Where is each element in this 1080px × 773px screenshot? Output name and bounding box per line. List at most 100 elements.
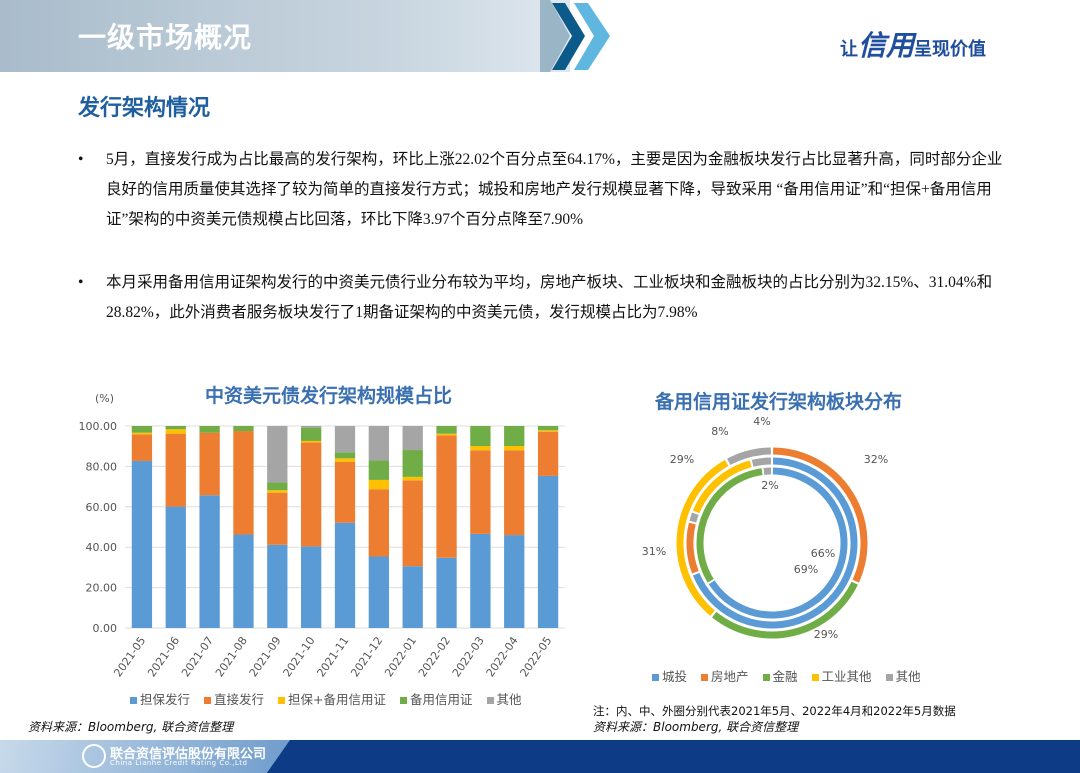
bar-segment <box>301 440 322 443</box>
legend-item: 担保+备用信用证 <box>278 689 386 708</box>
legend-item: 备用信用证 <box>400 689 473 708</box>
y-tick-label: 0.00 <box>93 622 118 635</box>
bar-segment <box>436 426 457 434</box>
bar-segment <box>402 480 423 567</box>
donut-segment <box>773 447 868 583</box>
legend-swatch <box>486 697 494 704</box>
bar-segment <box>199 495 220 628</box>
company-name-en: China Lianhe Credit Rating Co.,Ltd <box>110 759 248 767</box>
legend-swatch <box>811 674 819 681</box>
slogan-pre: 让 <box>840 39 858 60</box>
donut-segment <box>676 459 729 616</box>
company-name-cn: 联合资信评估股份有限公司 <box>110 747 267 762</box>
bar-segment <box>165 429 186 434</box>
bar-segment <box>233 431 254 535</box>
bar-segment <box>470 533 491 628</box>
slogan-post: 呈现价值 <box>914 39 987 60</box>
y-tick-label: 100.00 <box>79 420 118 433</box>
source-right: 资料来源：Bloomberg, 联合资信整理 <box>593 720 799 734</box>
bar-segment <box>436 557 457 628</box>
bar-segment <box>537 475 559 628</box>
legend-label: 工业其他 <box>821 669 872 684</box>
slogan: 让信用呈现价值 <box>840 24 986 64</box>
bar-segment <box>368 460 389 480</box>
bar-segment <box>504 445 525 451</box>
bullet-1: • 5月，直接发行成为占比最高的发行架构，环比上涨22.02个百分点至64.17%… <box>78 145 1008 235</box>
legend-item: 房地产 <box>701 666 749 685</box>
donut-segment <box>686 522 699 574</box>
bar-segment <box>267 492 288 545</box>
legend-label: 其他 <box>496 692 522 707</box>
x-tick-label: 2021-10 <box>281 634 318 679</box>
data-label: 29% <box>814 628 838 641</box>
bar-segment <box>504 535 525 628</box>
x-tick-label: 2022-01 <box>382 634 419 679</box>
bar-segment <box>504 426 525 446</box>
data-label: 66% <box>811 547 835 560</box>
legend-label: 直接发行 <box>214 692 265 707</box>
bar-segment <box>131 434 153 461</box>
bar-segment <box>267 426 288 483</box>
legend-swatch <box>278 697 286 704</box>
legend-swatch <box>652 674 659 681</box>
section-title: 发行架构情况 <box>78 96 211 121</box>
data-label: 8% <box>711 425 728 438</box>
donut-chart: 66% 2% 69% 29% 4% 32% 29% 31% 8% <box>642 415 888 641</box>
bar-segment <box>131 426 153 433</box>
legend-label: 备用信用证 <box>410 692 473 707</box>
data-label: 32% <box>864 453 888 466</box>
data-label: 2% <box>761 479 778 492</box>
bar-segment <box>301 427 322 441</box>
legend-label: 金融 <box>772 669 798 684</box>
bar-segment <box>470 445 491 451</box>
bar-segment <box>402 476 423 481</box>
x-tick-label: 2021-05 <box>111 634 148 679</box>
header-band: 一级市场概况 <box>0 0 570 72</box>
y-tick-label: 40.00 <box>86 541 118 554</box>
bar-segment <box>368 556 389 628</box>
bar-segment <box>301 546 322 628</box>
footer-light <box>0 740 290 773</box>
data-label: 69% <box>794 563 818 576</box>
data-label: 31% <box>642 545 666 558</box>
bullet-text: 5月，直接发行成为占比最高的发行架构，环比上涨22.02个百分点至64.17%，… <box>106 151 1003 228</box>
x-tick-label: 2021-11 <box>314 634 351 679</box>
bullet-text: 本月采用备用信用证架构发行的中资美元债行业分布较为平均，房地产板块、工业板块和金… <box>106 274 993 321</box>
legend-label: 担保+备用信用证 <box>288 692 387 707</box>
bar-segment <box>402 426 423 451</box>
data-label: 29% <box>670 453 694 466</box>
bar-segment <box>504 450 525 536</box>
bar-segment <box>165 506 186 628</box>
bar-segment <box>470 426 491 446</box>
legend-swatch <box>762 674 770 681</box>
donut-segment <box>696 468 763 583</box>
chart-note: 注：内、中、外圈分别代表2021年5月、2022年4月和2022年5月数据 <box>593 704 956 718</box>
source-left: 资料来源：Bloomberg, 联合资信整理 <box>28 720 234 734</box>
bullet-2: • 本月采用备用信用证架构发行的中资美元债行业分布较为平均，房地产板块、工业板块和… <box>78 268 1008 328</box>
x-tick-label: 2021-09 <box>247 634 284 679</box>
bar-segment <box>368 426 389 461</box>
legend-item: 城投 <box>652 666 687 685</box>
x-tick-label: 2022-02 <box>416 634 453 679</box>
bar-segment <box>334 461 356 523</box>
legend-swatch <box>885 674 893 681</box>
x-tick-label: 2022-04 <box>484 634 521 679</box>
bar-segment <box>436 435 457 558</box>
x-tick-label: 2022-03 <box>450 634 487 679</box>
donut-segment <box>727 447 771 465</box>
bar-segment <box>267 544 288 628</box>
bar-segment <box>436 433 457 436</box>
bar-legend: 担保发行 直接发行 担保+备用信用证 备用信用证 其他 <box>130 689 522 708</box>
bar-segment <box>368 479 389 490</box>
y-tick-label: 80.00 <box>86 460 118 473</box>
legend-label: 其他 <box>895 669 921 684</box>
bar-segment <box>334 522 356 628</box>
footer: 联合资信评估股份有限公司 China Lianhe Credit Rating … <box>0 740 1080 773</box>
bar-segment <box>402 566 423 628</box>
bar-chart: 0.0020.0040.0060.0080.00100.002021-05202… <box>79 420 565 679</box>
slogan-logo: 信用 <box>858 29 915 62</box>
chevron-icon <box>540 0 610 72</box>
donut-segment <box>751 457 772 467</box>
bar-segment <box>131 460 153 628</box>
x-tick-label: 2021-07 <box>179 634 216 679</box>
